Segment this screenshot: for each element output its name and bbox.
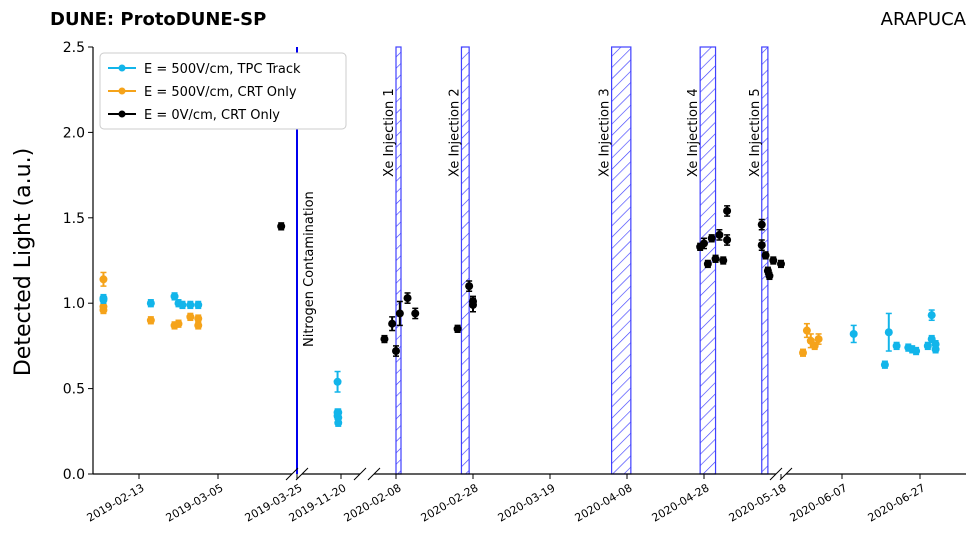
data-point [723, 206, 732, 215]
data-point [849, 329, 858, 338]
y-tick-label: 0.0 [63, 467, 85, 483]
data-point [892, 341, 901, 350]
y-tick-label: 2.0 [63, 125, 85, 141]
chart-subtitle: ARAPUCA [881, 9, 967, 30]
data-point [469, 297, 477, 306]
data-point [388, 319, 397, 328]
data-point [380, 335, 389, 344]
data-point [465, 282, 474, 291]
data-point [99, 295, 108, 304]
data-point [146, 316, 155, 325]
data-point [802, 326, 811, 335]
axis-break-mark [295, 467, 309, 481]
data-point [799, 348, 807, 357]
x-tick-label: 2020-03-19 [496, 481, 558, 524]
data-point [810, 341, 819, 350]
band-label: Xe Injection 4 [686, 88, 701, 177]
data-point [186, 300, 195, 309]
data-point [395, 309, 404, 318]
data-point [931, 345, 940, 354]
data-point [715, 230, 724, 239]
y-tick-label: 1.0 [63, 296, 85, 312]
data-point [411, 309, 420, 318]
nitrogen-label: Nitrogen Contamination [302, 191, 317, 347]
data-point [707, 234, 716, 243]
data-point [880, 360, 889, 369]
y-tick-label: 0.5 [63, 382, 85, 398]
data-point [912, 347, 921, 356]
data-point [757, 220, 766, 229]
data-point [178, 300, 187, 309]
data-point [814, 335, 823, 344]
axis-break-mark [285, 467, 299, 481]
data-point [333, 377, 342, 386]
annotation-bands: Nitrogen Contamination Xe Injection 1 Xe I… [296, 46, 769, 475]
x-tick-label: 2020-02-28 [419, 481, 481, 524]
legend-swatch-marker [118, 87, 126, 95]
data-point [453, 324, 462, 333]
x-tick-label: 2020-02-08 [342, 481, 404, 524]
band-label: Xe Injection 3 [598, 88, 613, 177]
legend-label: E = 500V/cm, CRT Only [144, 85, 297, 100]
y-axis-label: Detected Light (a.u.) [11, 148, 36, 376]
data-point [923, 341, 932, 350]
legend-label: E = 500V/cm, TPC Track [144, 62, 301, 77]
band-label: Xe Injection 5 [748, 88, 763, 177]
data-point [769, 256, 778, 265]
data-point [99, 306, 108, 315]
x-tick-label: 2019-02-13 [85, 481, 147, 524]
axis-break-mark [367, 467, 381, 481]
x-tick-label: 2019-03-05 [164, 481, 226, 524]
x-tick-label: 2020-06-27 [866, 481, 928, 524]
x-tick-label: 2020-04-08 [573, 481, 635, 524]
data-point [277, 222, 286, 231]
data-point [723, 236, 732, 245]
data-point [777, 259, 785, 268]
band-label: Xe Injection 2 [447, 88, 462, 177]
data-point [757, 241, 766, 250]
data-point [174, 319, 183, 328]
x-tick-label: 2020-04-28 [650, 481, 712, 524]
data-point [763, 266, 772, 275]
data-point [711, 254, 720, 263]
data-point [927, 311, 936, 320]
data-point [703, 259, 712, 268]
x-tick-label: 2020-05-18 [727, 481, 789, 524]
data-point [334, 408, 343, 417]
data-point [186, 312, 195, 321]
legend-swatch-marker [118, 110, 126, 118]
axis-break-mark [353, 467, 367, 481]
data-point [761, 251, 770, 260]
data-point [194, 300, 203, 309]
data-point [99, 275, 108, 284]
axis-break-mark [769, 467, 783, 481]
legend: E = 500V/cm, TPC Track E = 500V/cm, CRT O… [99, 52, 347, 130]
data-point [884, 328, 893, 337]
xe-injection-band-3 [610, 46, 632, 475]
chart-title: DUNE: ProtoDUNE-SP [50, 9, 266, 30]
data-points [99, 205, 940, 427]
data-point [194, 314, 203, 323]
data-point [403, 294, 412, 303]
y-tick-label: 2.5 [63, 40, 85, 56]
band-label: Xe Injection 1 [382, 88, 397, 177]
data-point [700, 239, 708, 248]
data-point [194, 321, 203, 330]
data-point [170, 292, 179, 301]
axis-break-mark [779, 467, 793, 481]
y-tick-label: 1.5 [63, 211, 85, 227]
xe-injection-band-2 [460, 46, 470, 475]
legend-label: E = 0V/cm, CRT Only [144, 108, 280, 123]
legend-box [99, 52, 347, 130]
x-tick-label: 2020-06-07 [788, 481, 850, 524]
data-point [146, 299, 155, 308]
data-point [392, 347, 400, 356]
legend-swatch-marker [118, 64, 126, 72]
data-point [719, 256, 728, 265]
